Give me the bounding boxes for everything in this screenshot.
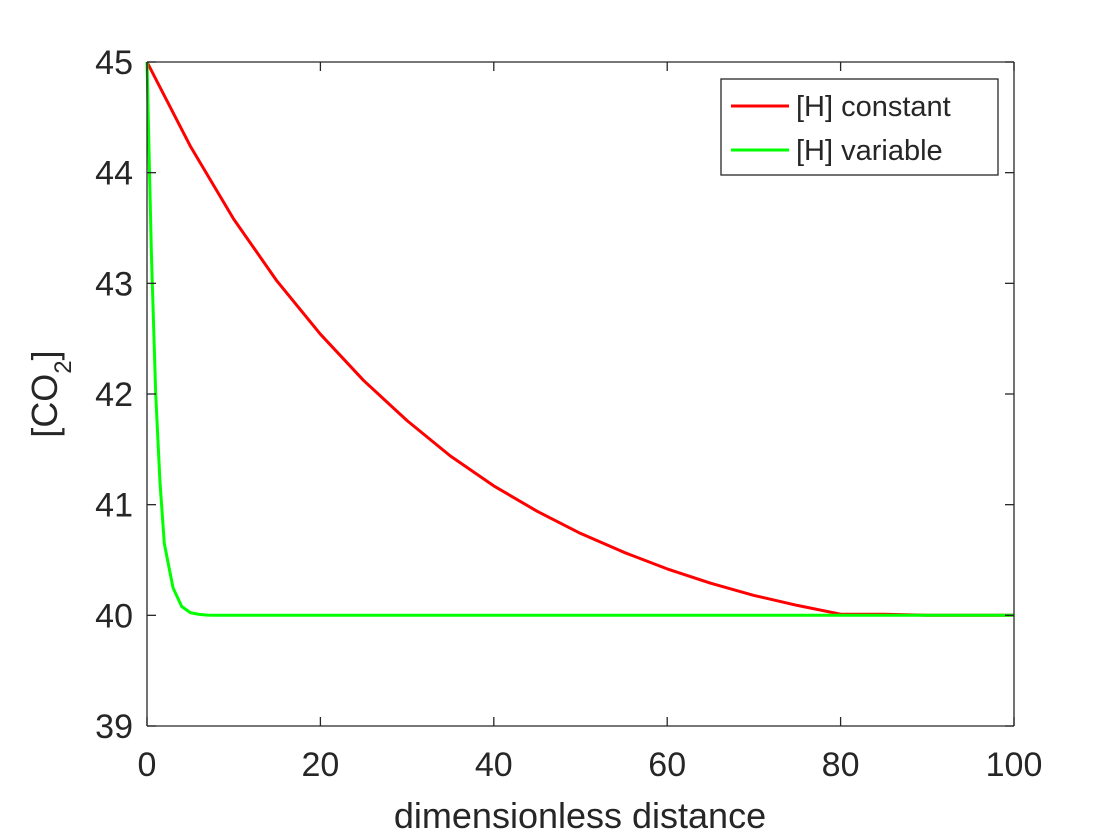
y-tick-label: 42 bbox=[95, 376, 133, 414]
x-tick-label: 80 bbox=[822, 746, 860, 784]
x-tick-label: 100 bbox=[986, 746, 1043, 784]
x-tick-label: 0 bbox=[138, 746, 157, 784]
legend-label-h-variable: [H] variable bbox=[796, 135, 943, 167]
legend-label-h-constant: [H] constant bbox=[796, 91, 951, 123]
x-tick-label: 20 bbox=[301, 746, 339, 784]
x-axis-label: dimensionless distance bbox=[394, 795, 766, 836]
y-tick-label: 44 bbox=[95, 155, 133, 193]
y-tick-label: 39 bbox=[95, 708, 133, 746]
y-tick-label: 43 bbox=[95, 265, 133, 303]
y-tick-label: 40 bbox=[95, 597, 133, 635]
x-tick-label: 40 bbox=[475, 746, 513, 784]
legend: [H] constant [H] variable bbox=[720, 78, 999, 176]
tick-layer: 0 20 40 60 80 100 39 40 41 42 43 44 45 bbox=[95, 44, 1042, 784]
y-tick-label: 45 bbox=[95, 44, 133, 82]
series-line-h-variable bbox=[145, 61, 1014, 617]
x-tick-label: 60 bbox=[648, 746, 686, 784]
y-tick-label: 41 bbox=[95, 487, 133, 525]
legend-box bbox=[720, 78, 999, 176]
y-axis-label: [CO2] bbox=[24, 350, 77, 437]
series-layer bbox=[145, 61, 1014, 617]
